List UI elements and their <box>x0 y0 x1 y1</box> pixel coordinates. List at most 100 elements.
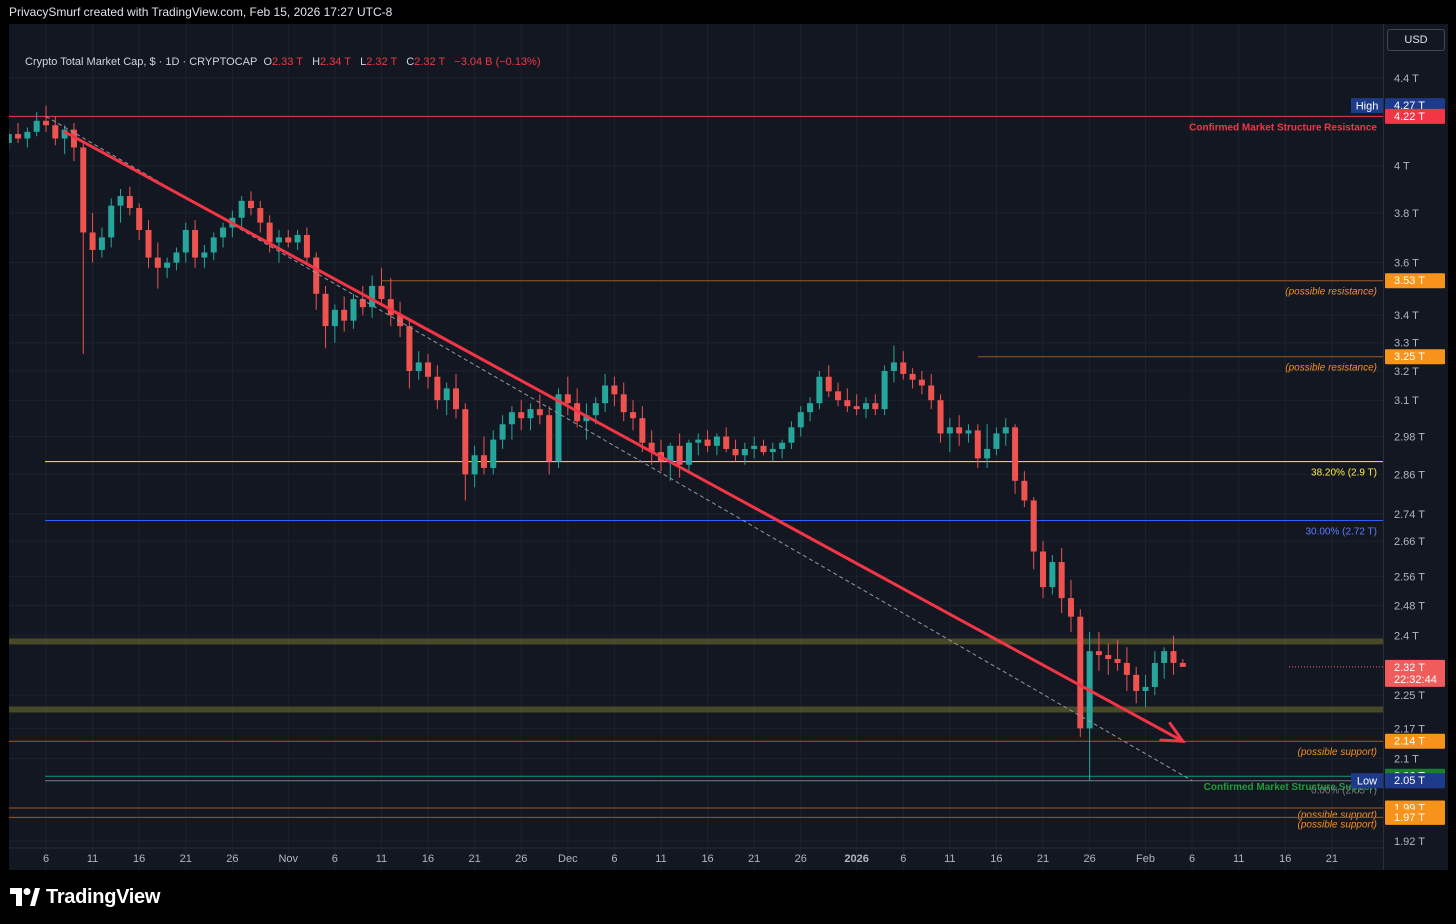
candle-body <box>508 412 515 425</box>
price-axis-tick: 2.25 T <box>1394 690 1425 702</box>
level-label-fib0: 0.00% (2.05 T) <box>1311 786 1377 797</box>
candle-body <box>788 427 795 443</box>
tradingview-logo-icon <box>10 888 40 906</box>
candle-body <box>611 385 618 395</box>
low-value: 2.32 T <box>366 56 398 68</box>
chart-canvas[interactable]: 6 11 16 21 26 Nov 6 11 16 21 26 Dec 6 11 16 21 26 2026 6 11… <box>9 24 1383 870</box>
time-axis-label: 21 <box>1326 853 1338 865</box>
symbol-name: Crypto Total Market Cap, $ · 1D · CRYPTO… <box>25 56 258 68</box>
price-axis-tick: 4.4 T <box>1394 73 1419 85</box>
candle-body <box>452 388 459 410</box>
candle-body <box>406 326 413 372</box>
candle-body <box>835 391 842 401</box>
attribution-bar: PrivacySmurf created with TradingView.co… <box>0 0 1456 24</box>
candle-body <box>415 362 422 372</box>
level-label-possible: (possible resistance) <box>1285 287 1377 298</box>
candle-body <box>592 403 599 416</box>
time-axis-label: 11 <box>1233 853 1244 865</box>
candle-body <box>639 418 646 443</box>
candle-body <box>434 376 441 401</box>
price-axis-tick: 2.4 T <box>1394 631 1419 643</box>
candle-body <box>816 376 823 404</box>
candle-body <box>303 234 310 258</box>
price-axis-tick: 2.48 T <box>1394 601 1425 613</box>
candle-body <box>98 237 105 250</box>
candle-body <box>937 400 944 434</box>
time-axis-label: 16 <box>701 853 713 865</box>
candle-body <box>667 445 674 462</box>
level-label-possible: (possible resistance) <box>1285 363 1377 374</box>
candle-body <box>294 234 301 243</box>
time-axis-label: 16 <box>422 853 434 865</box>
time-axis-label: 6 <box>332 853 338 865</box>
candle-body <box>1133 674 1140 691</box>
candle-body <box>359 299 366 308</box>
price-tag-label: High <box>1356 101 1379 113</box>
time-axis-label: 21 <box>1037 853 1049 865</box>
candle-body <box>536 409 543 416</box>
candle-body <box>1058 562 1065 599</box>
candle-body <box>825 376 832 392</box>
price-axis-canvas[interactable]: 4.4 T 4 T 3.8 T 3.6 T 3.4 T 3.3 T 3.2 T 3.1 T 2.… <box>1384 24 1448 870</box>
currency-button[interactable]: USD <box>1387 29 1445 51</box>
price-axis[interactable]: 4.4 T 4 T 3.8 T 3.6 T 3.4 T 3.3 T 3.2 T 3.1 T 2.… <box>1383 24 1448 870</box>
candle-body <box>518 412 525 419</box>
candle-body <box>685 442 692 465</box>
candle-body <box>779 442 786 449</box>
candle-body <box>844 400 851 407</box>
open-value: 2.33 T <box>272 56 303 68</box>
candle-body <box>425 362 432 377</box>
price-axis-tick: 3.2 T <box>1394 366 1419 378</box>
time-axis-label: 2026 <box>844 853 868 865</box>
candle-body <box>220 227 227 238</box>
candle-body <box>80 147 87 233</box>
candle-body <box>1095 651 1102 656</box>
candle-body <box>126 196 133 209</box>
candle-body <box>956 427 963 434</box>
time-axis-label: 11 <box>87 853 98 865</box>
candle-body <box>602 385 609 404</box>
price-axis-tick: 3.8 T <box>1394 208 1419 220</box>
candle-body <box>247 200 254 209</box>
candle-body <box>331 309 338 327</box>
change-value: −3.04 B (−0.13%) <box>454 56 541 68</box>
candle-body <box>676 445 683 465</box>
candle-body <box>881 371 888 410</box>
downtrend-arrow-head <box>1159 721 1186 743</box>
chart-pane[interactable]: 6 11 16 21 26 Nov 6 11 16 21 26 Dec 6 11 16 21 26 2026 6 11… <box>9 24 1383 870</box>
candle-body <box>61 129 68 139</box>
candle-body <box>313 257 320 294</box>
candle-body <box>266 222 273 243</box>
candle-body <box>33 120 40 132</box>
candle-body <box>713 436 720 446</box>
candle-body <box>1151 662 1158 687</box>
price-tag-value: 3.53 T <box>1394 275 1425 287</box>
price-tag-last <box>1385 659 1445 687</box>
candle-body <box>797 412 804 428</box>
price-axis-tick: 2.86 T <box>1394 469 1425 481</box>
time-axis-label: 26 <box>226 853 238 865</box>
candle-body <box>890 362 897 372</box>
candle-body <box>117 196 124 206</box>
high-label: H <box>312 56 321 68</box>
candle-body <box>164 262 171 268</box>
candle-body <box>275 237 282 243</box>
consolidation-zone <box>9 638 1383 645</box>
candle-body <box>1161 651 1168 663</box>
candle-body <box>974 430 981 459</box>
price-tag-navy <box>1385 773 1445 789</box>
candle-body <box>1049 562 1056 588</box>
candle-body <box>1179 662 1186 667</box>
candle-body <box>201 252 208 258</box>
price-axis-tick: 2.17 T <box>1394 723 1425 735</box>
candle-body <box>480 455 487 468</box>
candle-body <box>210 237 217 253</box>
price-axis-tick: 3.6 T <box>1394 258 1419 270</box>
candle-body <box>1077 616 1084 729</box>
level-label-resistance: Confirmed Market Structure Resistance <box>1189 122 1377 133</box>
price-axis-tick: 3.3 T <box>1394 338 1419 350</box>
candle-body <box>108 205 115 238</box>
candle-body <box>527 409 534 419</box>
consolidation-zone <box>9 706 1383 713</box>
time-axis-label: 16 <box>990 853 1002 865</box>
